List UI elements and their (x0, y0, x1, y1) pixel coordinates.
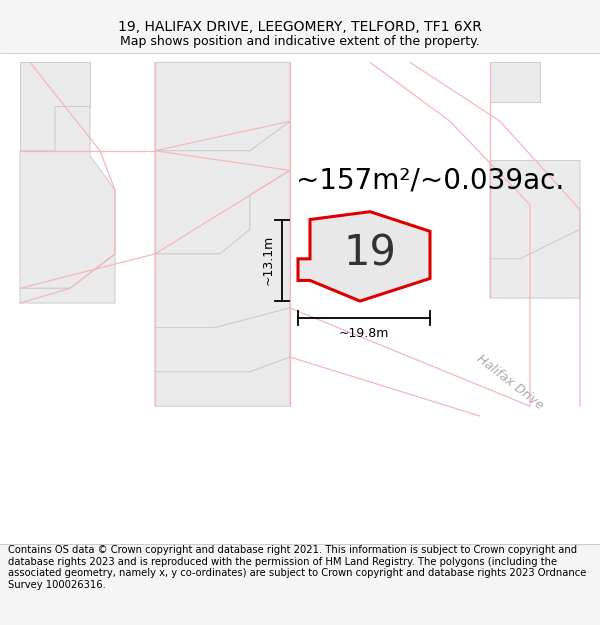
Polygon shape (155, 121, 290, 254)
Polygon shape (20, 106, 115, 288)
Polygon shape (155, 308, 290, 372)
Polygon shape (20, 254, 115, 303)
Text: ~19.8m: ~19.8m (339, 327, 389, 340)
Polygon shape (20, 62, 90, 151)
Text: 19: 19 (344, 233, 397, 275)
Text: 19, HALIFAX DRIVE, LEEGOMERY, TELFORD, TF1 6XR: 19, HALIFAX DRIVE, LEEGOMERY, TELFORD, T… (118, 20, 482, 34)
Text: Contains OS data © Crown copyright and database right 2021. This information is : Contains OS data © Crown copyright and d… (8, 545, 586, 590)
Polygon shape (155, 171, 290, 328)
Text: ~157m²/~0.039ac.: ~157m²/~0.039ac. (296, 166, 564, 194)
Polygon shape (298, 212, 430, 301)
Polygon shape (155, 62, 290, 151)
Text: Map shows position and indicative extent of the property.: Map shows position and indicative extent… (120, 36, 480, 48)
Text: Halifax Drive: Halifax Drive (474, 352, 546, 412)
Polygon shape (155, 357, 290, 406)
Polygon shape (490, 229, 580, 298)
Text: ~13.1m: ~13.1m (262, 235, 275, 286)
Polygon shape (490, 62, 540, 102)
Polygon shape (490, 161, 580, 259)
